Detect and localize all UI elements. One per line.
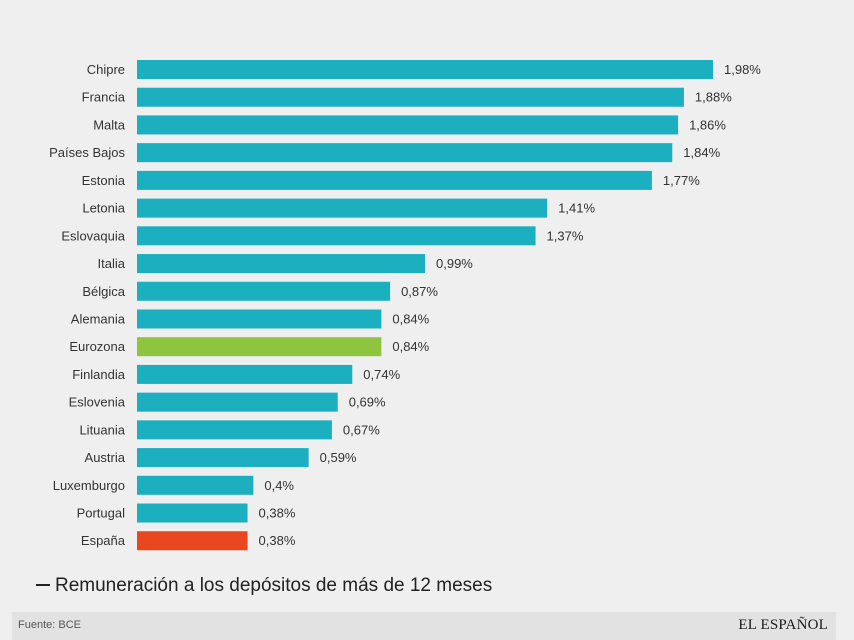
category-label: Alemania: [71, 311, 126, 326]
category-label: Austria: [85, 450, 126, 465]
category-label: Bélgica: [82, 284, 125, 299]
legend-label: Remuneración a los depósitos de más de 1…: [55, 575, 493, 596]
bar: [137, 198, 548, 218]
category-label: Luxemburgo: [53, 478, 125, 493]
value-label: 0,84%: [392, 339, 429, 354]
value-label: 0,87%: [401, 284, 438, 299]
category-label: Eslovenia: [69, 395, 126, 410]
value-label: 1,98%: [724, 62, 761, 77]
bar: [137, 143, 673, 163]
category-label: Eurozona: [69, 339, 125, 354]
category-label: Letonia: [82, 201, 125, 216]
category-label: Portugal: [77, 506, 126, 521]
bar: [137, 503, 248, 523]
category-label: Francia: [82, 90, 126, 105]
value-label: 0,4%: [264, 478, 294, 493]
category-label: Italia: [98, 256, 126, 271]
value-label: 1,37%: [547, 228, 584, 243]
source-note: Fuente: BCE: [18, 619, 81, 631]
value-label: 0,69%: [349, 395, 386, 410]
category-label: Países Bajos: [49, 145, 125, 160]
value-label: 1,41%: [558, 201, 595, 216]
value-label: 0,99%: [436, 256, 473, 271]
category-label: Eslovaquia: [61, 228, 125, 243]
bar: [137, 475, 254, 495]
value-label: 1,88%: [695, 90, 732, 105]
bar: [137, 87, 684, 107]
bar: [137, 364, 353, 384]
bar: [137, 392, 338, 412]
bar: [137, 309, 382, 329]
legend: Remuneración a los depósitos de más de 1…: [36, 575, 492, 597]
footer: Fuente: BCE EL ESPAÑOL: [12, 612, 836, 640]
brand-logo: EL ESPAÑOL: [738, 617, 828, 633]
value-label: 0,74%: [363, 367, 400, 382]
category-label: Chipre: [87, 62, 125, 77]
bar: [137, 337, 382, 357]
value-label: 0,59%: [320, 450, 357, 465]
value-label: 1,84%: [683, 145, 720, 160]
bar-chart: Chipre 1,98% Francia 1,88% Malta 1,86% Países …: [49, 60, 761, 551]
category-label: Finlandia: [72, 367, 126, 382]
bar: [137, 254, 425, 274]
bar: [137, 531, 248, 551]
legend-line-marker: [36, 583, 50, 586]
bar: [137, 60, 713, 79]
bar: [137, 281, 391, 301]
category-label: Estonia: [82, 173, 126, 188]
value-label: 1,86%: [689, 117, 726, 132]
category-label: Malta: [93, 117, 126, 132]
category-label: España: [81, 533, 126, 548]
value-label: 1,77%: [663, 173, 700, 188]
bar: [137, 115, 679, 135]
value-label: 0,38%: [259, 533, 296, 548]
category-label: Lituania: [79, 422, 125, 437]
bar: [137, 226, 536, 246]
bar: [137, 448, 309, 468]
bar: [137, 420, 332, 440]
value-label: 0,38%: [259, 506, 296, 521]
value-label: 0,84%: [392, 311, 429, 326]
value-label: 0,67%: [343, 422, 380, 437]
bar: [137, 170, 652, 190]
